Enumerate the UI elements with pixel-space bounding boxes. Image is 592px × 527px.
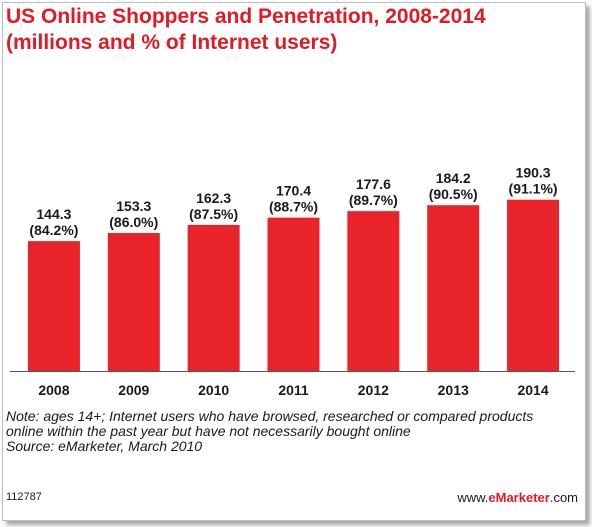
brand-suffix: .com [549, 490, 578, 505]
value-label-2013: 184.2 [436, 170, 471, 186]
bar-2012 [347, 211, 400, 371]
chart-title: US Online Shoppers and Penetration, 2008… [6, 4, 486, 56]
chart-id: 112787 [6, 491, 42, 503]
penetration-label-2008: (84.2%) [29, 222, 78, 238]
value-label-2010: 162.3 [196, 190, 231, 206]
value-label-2011: 170.4 [276, 183, 311, 199]
x-tick-label-2009: 2009 [118, 382, 149, 398]
x-tick-label-2013: 2013 [438, 382, 469, 398]
bar-2009 [107, 233, 160, 371]
penetration-label-2013: (90.5%) [429, 186, 478, 202]
penetration-label-2010: (87.5%) [189, 206, 238, 222]
bars-group [27, 199, 560, 371]
chart-subtitle: (millions and % of Internet users) [6, 31, 338, 54]
value-label-2008: 144.3 [36, 206, 71, 222]
bar-2011 [267, 217, 320, 371]
brand-name: eMarketer [488, 490, 550, 505]
chart-note: Note: ages 14+; Internet users who have … [6, 409, 571, 454]
bar-2014 [507, 199, 560, 371]
chart-title-line-1: US Online Shoppers and Penetration, 2008… [6, 5, 486, 28]
labels-group: 144.3(84.2%) 2008 153.3(86.0%) 2009 162.3(87… [29, 165, 557, 398]
bar-2008 [27, 241, 80, 371]
penetration-label-2009: (86.0%) [109, 214, 158, 230]
bar-2013 [427, 205, 480, 371]
note-text: Note: ages 14+; Internet users who have … [6, 408, 534, 439]
value-label-2014: 190.3 [516, 165, 551, 181]
brand-prefix: www. [457, 490, 489, 505]
brand-link[interactable]: www.eMarketer.com [457, 490, 578, 505]
x-tick-label-2011: 2011 [278, 382, 309, 398]
penetration-label-2014: (91.1%) [509, 181, 558, 197]
bar-chart: 144.3(84.2%) 2008 153.3(86.0%) 2009 162.3(87… [10, 165, 575, 398]
value-label-2009: 153.3 [116, 198, 151, 214]
x-tick-label-2014: 2014 [517, 382, 548, 398]
penetration-label-2012: (89.7%) [349, 192, 398, 208]
x-tick-label-2012: 2012 [358, 382, 389, 398]
bar-2010 [187, 224, 240, 371]
value-label-2012: 177.6 [356, 176, 391, 192]
penetration-label-2011: (88.7%) [269, 199, 318, 215]
x-tick-label-2010: 2010 [198, 382, 229, 398]
source-text: Source: eMarketer, March 2010 [6, 438, 203, 454]
x-tick-label-2008: 2008 [38, 382, 69, 398]
